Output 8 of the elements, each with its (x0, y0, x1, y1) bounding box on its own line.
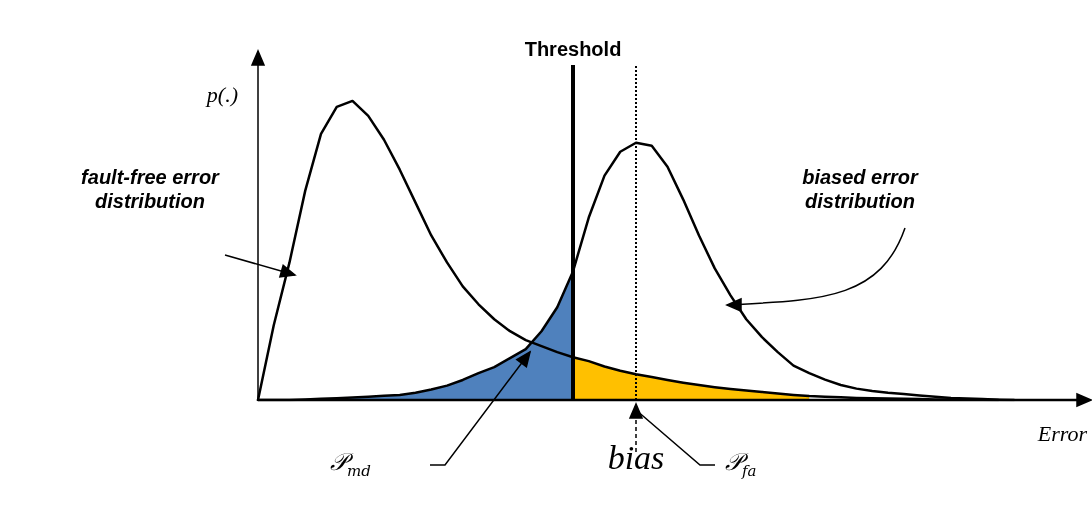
text: Threshold (524, 38, 622, 60)
text: fault-free error distribution (80, 165, 221, 213)
annotation: biased error distribution (801, 165, 920, 213)
series-label: 𝒫$_{md}$ (330, 448, 371, 480)
x-axis-title: Error (1036, 420, 1088, 446)
y-axis-title: p(.) (204, 81, 238, 107)
text: bias (607, 438, 665, 476)
series-label: 𝒫$_{fa}$ (725, 448, 757, 480)
